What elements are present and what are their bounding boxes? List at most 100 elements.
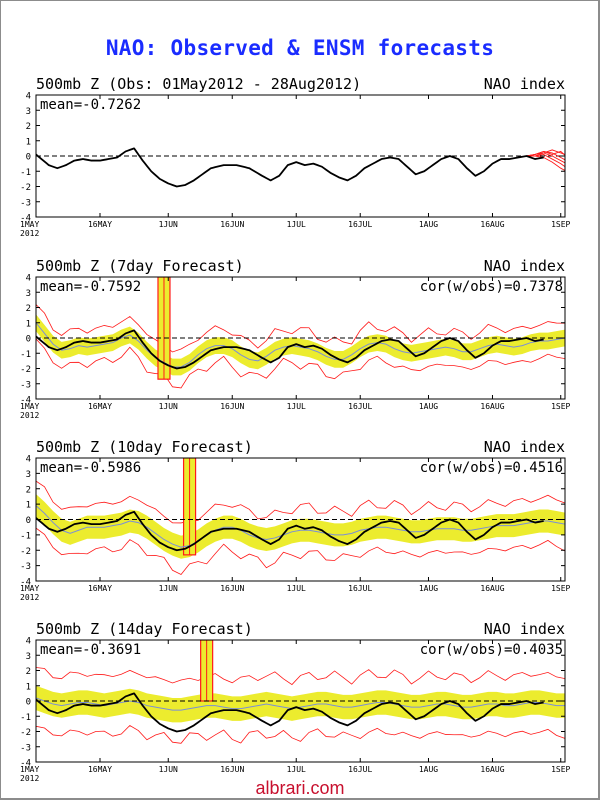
x-tick-label: 1MAY: [20, 584, 39, 593]
x-tick-label: 1SEP: [551, 402, 570, 411]
ensemble-member-1: [526, 150, 565, 161]
y-tick-label: -4: [20, 578, 31, 588]
y-tick-label: -3: [20, 380, 31, 390]
stat-mean: mean=-0.7262: [40, 97, 141, 113]
y-tick-label: -2: [20, 547, 31, 557]
x-tick-label: 16AUG: [480, 584, 504, 593]
x-tick-label: 16JUN: [220, 584, 244, 593]
x-tick-label: 16JUN: [220, 765, 244, 774]
ensemble-envelope-lower: [36, 724, 565, 744]
y-tick-label: 1: [26, 137, 31, 147]
x-tick-label: 1JUN: [159, 765, 178, 774]
y-tick-label: -1: [20, 168, 31, 178]
y-tick-label: -2: [20, 183, 31, 193]
y-tick-label: 0: [26, 153, 31, 163]
panel-index-label: NAO index: [484, 438, 565, 456]
x-tick-year: 2012: [20, 229, 39, 238]
x-tick-label: 1JUN: [159, 220, 178, 229]
chart-panel-3: 500mb Z (10day Forecast) NAO index mean=-0…: [20, 438, 571, 602]
x-tick-label: 16MAY: [88, 584, 112, 593]
y-tick-label: 0: [26, 516, 31, 526]
observed-nao-line: [36, 510, 544, 552]
y-tick-label: 2: [26, 304, 31, 314]
x-tick-label: 1AUG: [419, 765, 438, 774]
x-tick-label: 1AUG: [419, 402, 438, 411]
y-tick-label: 1: [26, 501, 31, 511]
stat-correlation: cor(w/obs)=0.4035: [420, 642, 563, 658]
ensemble-member-3: [526, 149, 565, 157]
observed-nao-line: [36, 147, 544, 188]
y-tick-label: -2: [20, 365, 31, 375]
x-tick-label: 1JUL: [287, 584, 306, 593]
plot-area: [36, 147, 565, 188]
stat-correlation: cor(w/obs)=0.4516: [420, 460, 563, 476]
ensemble-member-5: [526, 150, 565, 157]
ensemble-envelope-upper: [36, 304, 565, 353]
y-tick-label: 4: [26, 274, 31, 284]
chart-panel-1: 500mb Z (Obs: 01May2012 - 28Aug2012) NAO …: [20, 75, 571, 238]
observed-nao-line: [36, 692, 544, 733]
x-tick-label: 1JUN: [159, 402, 178, 411]
x-tick-label: 16MAY: [88, 220, 112, 229]
y-tick-label: 3: [26, 107, 31, 117]
y-tick-label: -2: [20, 728, 31, 738]
y-tick-label: 2: [26, 122, 31, 132]
y-tick-label: 2: [26, 485, 31, 495]
x-tick-label: 1AUG: [419, 220, 438, 229]
x-tick-label: 16JUL: [348, 765, 372, 774]
x-tick-label: 1SEP: [551, 584, 570, 593]
ensemble-mean-line: [36, 505, 565, 548]
x-tick-label: 16JUN: [220, 220, 244, 229]
y-tick-label: -1: [20, 531, 31, 541]
x-tick-label: 1AUG: [419, 584, 438, 593]
chart-panel-4: 500mb Z (14day Forecast) NAO index mean=-0…: [20, 620, 571, 783]
ensemble-envelope-lower: [36, 338, 565, 389]
page-title: NAO: Observed & ENSM forecasts: [105, 36, 495, 60]
ensemble-spread-band: [36, 685, 565, 723]
x-tick-label: 1JUL: [287, 402, 306, 411]
x-tick-year: 2012: [20, 411, 39, 420]
stat-mean: mean=-0.7592: [40, 279, 141, 295]
plot-area: [36, 277, 565, 389]
y-tick-label: -3: [20, 198, 31, 208]
y-tick-label: 3: [26, 289, 31, 299]
watermark: albrari.com: [255, 778, 345, 798]
y-tick-label: -3: [20, 743, 31, 753]
x-tick-label: 16AUG: [480, 765, 504, 774]
observed-nao-line: [36, 329, 544, 370]
x-tick-label: 16JUL: [348, 220, 372, 229]
panel-title: 500mb Z (14day Forecast): [36, 620, 253, 638]
x-tick-label: 1JUN: [159, 584, 178, 593]
y-tick-label: 3: [26, 652, 31, 662]
x-tick-label: 16AUG: [480, 402, 504, 411]
x-tick-label: 1SEP: [551, 220, 570, 229]
x-tick-label: 1MAY: [20, 402, 39, 411]
x-tick-label: 16JUL: [348, 584, 372, 593]
x-tick-label: 16AUG: [480, 220, 504, 229]
y-tick-label: 0: [26, 698, 31, 708]
ensemble-member-4: [526, 155, 565, 171]
y-tick-label: -1: [20, 713, 31, 723]
x-tick-label: 16MAY: [88, 765, 112, 774]
y-tick-label: 4: [26, 92, 31, 102]
y-tick-label: 1: [26, 682, 31, 692]
y-tick-label: 1: [26, 319, 31, 329]
plot-area: [36, 458, 565, 575]
stat-correlation: cor(w/obs)=0.7378: [420, 279, 563, 295]
x-tick-label: 1JUL: [287, 220, 306, 229]
panel-title: 500mb Z (Obs: 01May2012 - 28Aug2012): [36, 75, 361, 93]
y-tick-label: 4: [26, 455, 31, 465]
x-tick-label: 16MAY: [88, 402, 112, 411]
stat-mean: mean=-0.5986: [40, 460, 141, 476]
ensemble-mean-line: [36, 697, 565, 711]
panel-title: 500mb Z (10day Forecast): [36, 438, 253, 456]
x-tick-label: 16JUN: [220, 402, 244, 411]
ensemble-envelope-upper: [36, 480, 565, 524]
x-tick-label: 1SEP: [551, 765, 570, 774]
y-tick-label: 4: [26, 637, 31, 647]
x-tick-label: 1MAY: [20, 220, 39, 229]
y-tick-label: -4: [20, 214, 31, 224]
panel-index-label: NAO index: [484, 75, 565, 93]
